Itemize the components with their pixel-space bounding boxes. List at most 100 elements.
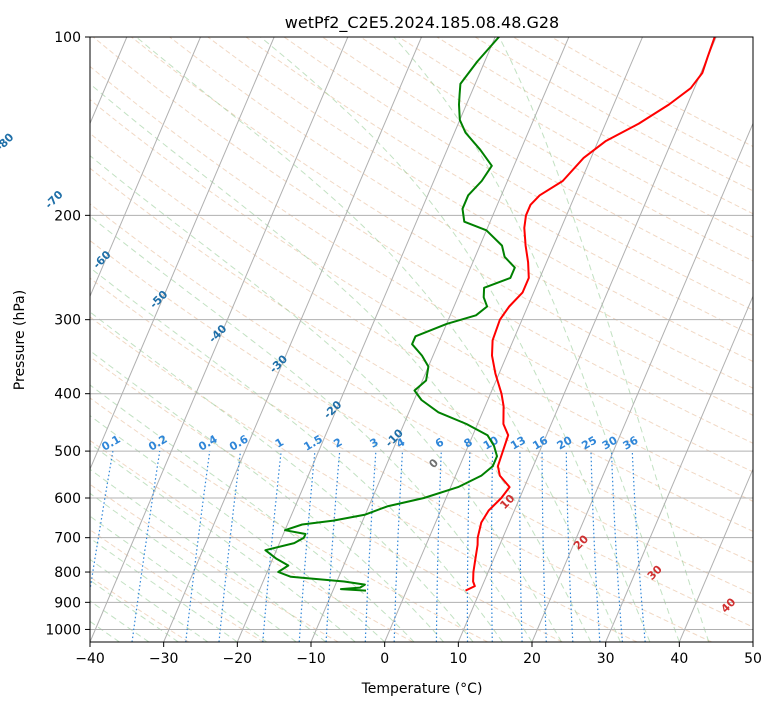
x-tick-label: 20 [523,651,541,667]
mixing-ratio-line [185,451,211,642]
y-tick-label: 500 [54,444,81,460]
mixing-ratio-label: 30 [600,433,620,452]
y-tick-label: 100 [54,30,81,46]
mixing-ratio-label: 6 [433,435,446,450]
dry-adiabat [92,37,753,444]
x-tick-label: 30 [597,651,615,667]
dry-adiabat [90,483,339,642]
moist-adiabat [90,442,356,642]
profile-lines [264,37,716,592]
dry-adiabat [90,529,264,642]
isotherm-label: -50 [147,288,170,311]
dry-adiabat [90,356,563,642]
moist-adiabat [90,415,386,642]
isotherm-line [90,37,349,642]
moist-adiabat [260,37,651,642]
y-axis-label: Pressure (hPa) [12,290,28,390]
isotherm-line [310,37,570,642]
y-tick-label: 800 [54,565,81,581]
dry-adiabat [360,37,753,262]
isotherm-line [236,37,496,642]
dry-adiabat [283,37,753,311]
mixing-ratio-line [565,451,574,642]
mixing-ratio-label: 25 [579,434,599,453]
moist-adiabat [90,311,474,642]
background-lines [90,37,753,642]
moist-adiabat [90,267,503,642]
dry-adiabat [90,397,488,642]
line-labels: 0.10.20.40.611.52346810131620253036-100-… [0,130,739,615]
plot-frame [89,36,754,643]
mixing-ratio-line [590,451,601,642]
moist-adiabat [90,468,327,642]
dry-adiabat [207,37,753,363]
isotherm-label: -20 [321,398,344,421]
mixing-ratio-line [435,451,442,642]
moist-adiabat [90,537,238,642]
moist-adiabat [90,350,444,642]
moist-adiabat [90,579,179,642]
isotherm-line [605,295,753,642]
dry-adiabat [90,439,414,642]
isotherm-line [457,37,717,642]
x-tick-label: 50 [744,651,762,667]
y-tick-label: 900 [54,595,81,611]
isotherm-line [752,640,753,642]
mixing-ratio-line [466,451,471,642]
dry-adiabat [436,37,753,215]
isotherm-label: -40 [206,322,229,345]
x-tick-label: 10 [449,651,467,667]
mixing-ratio-label: 20 [555,433,575,452]
mixing-ratio-line [262,451,282,642]
x-tick-label: −20 [223,651,253,667]
moist-adiabat [90,492,297,642]
mixing-ratio-label: 0.2 [146,433,169,454]
moist-adiabat [90,215,533,642]
dry-adiabat [131,37,753,416]
dry-adiabat [90,316,638,642]
mixing-ratio-label: 0.6 [227,432,251,453]
chart-title: wetPf2_C2E5.2024.185.08.48.G28 [285,13,559,33]
moist-adiabat [90,515,268,642]
mixing-ratio-label: 10 [481,433,501,452]
mixing-ratio-line [298,451,316,642]
moist-adiabat-label: 30 [645,562,665,582]
moist-adiabat [90,155,562,642]
dry-adiabat [90,98,753,502]
x-tick-label: 0 [380,651,389,667]
moist-adiabat [90,384,415,642]
isotherm-line [90,37,201,298]
mixing-ratio-line [490,451,494,642]
axes: −40 −30 −20 −10 0 10 20 30 40 5010009008007006005… [45,30,762,667]
x-axis-label: Temperature (°C) [361,681,483,697]
dewpoint-line [264,37,516,592]
isotherm-line [531,122,753,642]
isotherm-label: -80 [0,130,17,153]
mixing-ratio-line [631,451,646,642]
dry-adiabat [90,576,190,642]
y-tick-label: 200 [54,208,81,224]
x-tick-label: 40 [670,651,688,667]
isotherm-line [384,37,643,642]
isotherm-line [678,467,753,642]
y-tick-label: 1000 [45,622,81,638]
mixing-ratio-label: 0.1 [99,433,122,454]
y-tick-label: 300 [54,313,81,329]
x-tick-label: −40 [75,651,105,667]
y-tick-label: 600 [54,491,81,507]
temperature-line [465,37,716,592]
moist-adiabat [498,37,710,642]
mixing-ratio-label: 3 [368,436,381,451]
moist-adiabat [135,37,621,642]
dry-adiabat [90,167,753,563]
mixing-ratio-line [218,451,242,642]
dry-adiabat [90,132,753,532]
y-tick-label: 400 [54,387,81,403]
mixing-ratio-label: 1 [273,436,286,451]
dry-adiabat [551,37,753,148]
moist-adiabat [393,37,680,642]
dry-adiabat [169,37,753,389]
x-tick-label: −30 [149,651,179,667]
y-tick-label: 700 [54,531,81,547]
